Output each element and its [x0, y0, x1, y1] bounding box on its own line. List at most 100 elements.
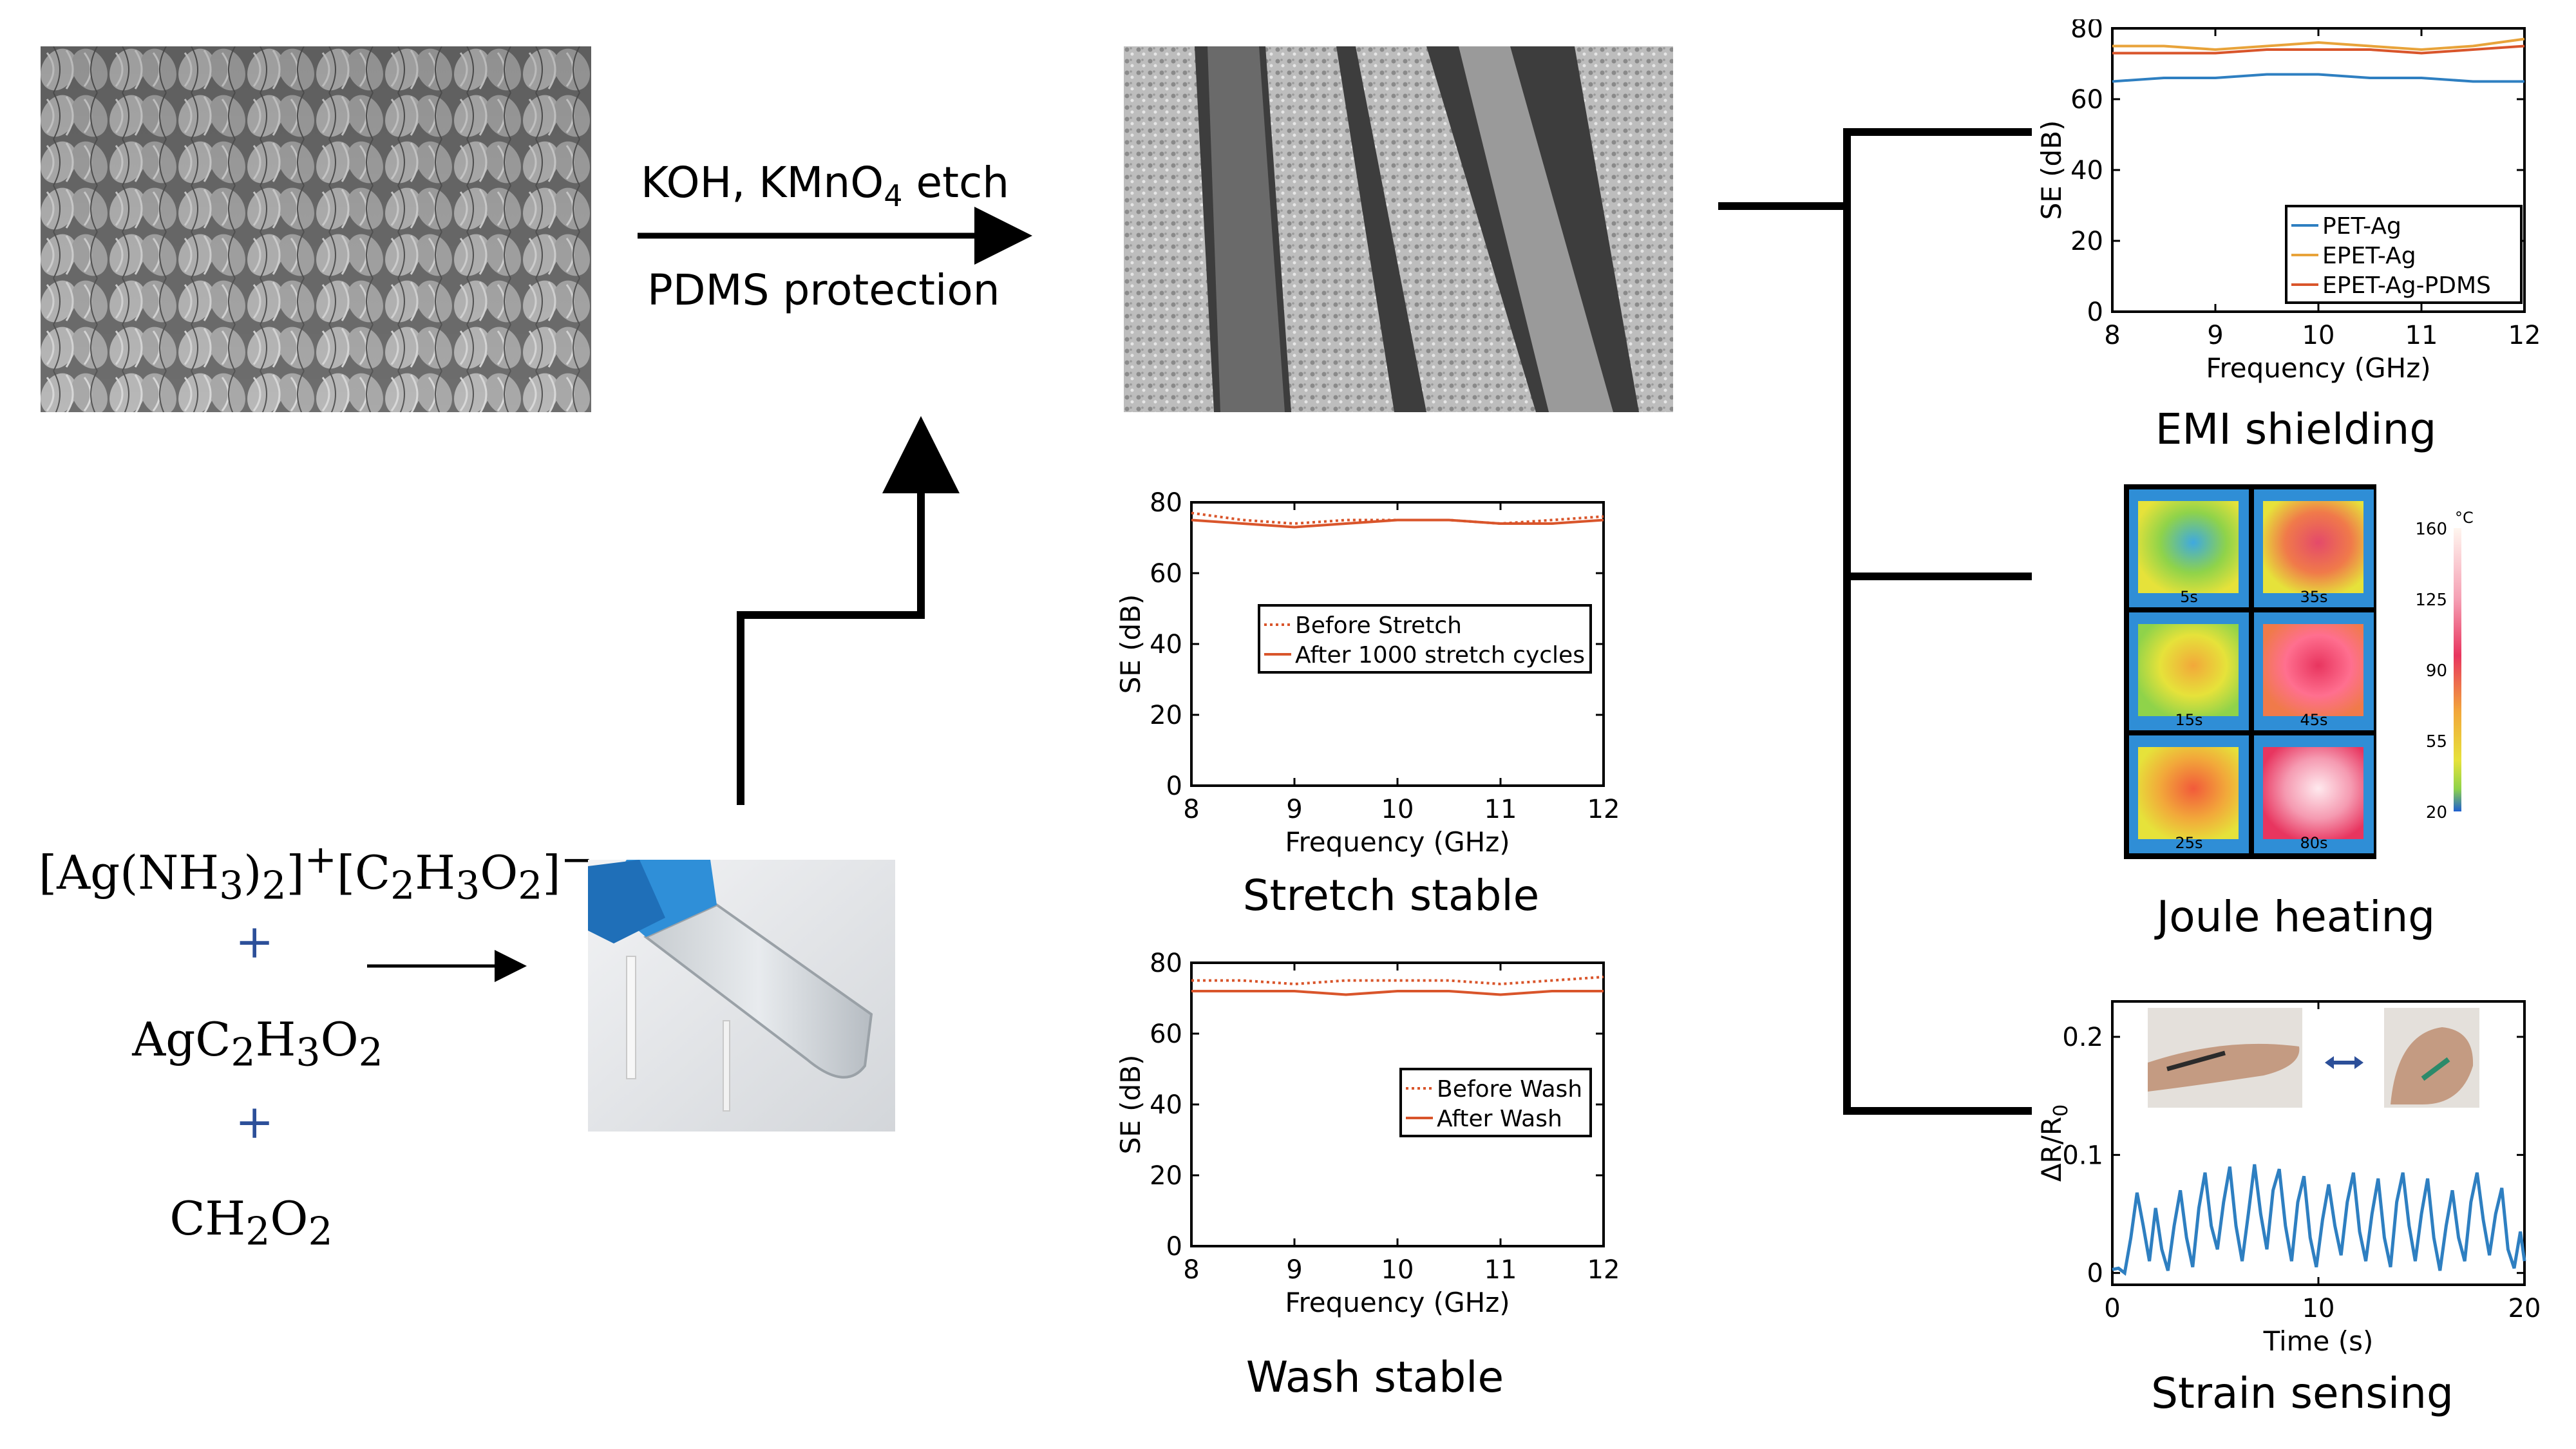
y-tick-label: 60	[1150, 1019, 1182, 1049]
x-tick-label: 8	[2104, 321, 2120, 350]
x-tick-label: 11	[2405, 321, 2438, 350]
x-tick-label: 10	[2302, 1294, 2335, 1323]
x-tick-label: 10	[2302, 321, 2335, 350]
thermal-frame-hotspot	[2138, 747, 2239, 839]
thermal-image-grid: 5s 35s 15s 45s 25s 80s	[2124, 484, 2376, 859]
legend-label: PET-Ag	[2322, 213, 2401, 240]
thermal-frames: 5s 35s 15s 45s 25s 80s	[2129, 489, 2374, 853]
x-tick-label: 9	[1286, 795, 1302, 824]
caption-stretch-stable: Stretch stable	[1242, 871, 1540, 920]
series-line-after-wash	[1191, 990, 1604, 996]
thermal-frame-hotspot	[2138, 501, 2239, 593]
x-axis-label: Frequency (GHz)	[1285, 826, 1510, 858]
legend-box	[2285, 205, 2523, 304]
y-tick-label: 0	[2087, 1259, 2103, 1289]
y-tick-label: 20	[2070, 227, 2103, 256]
y-tick-label: 0	[1166, 1232, 1182, 1262]
y-tick-label: 60	[2070, 85, 2103, 115]
series-line-signal	[2112, 1164, 2526, 1276]
x-tick-label: 11	[1484, 795, 1517, 824]
series-line-before-stretch	[1191, 511, 1604, 526]
series-line-epet-ag-pdms	[2112, 44, 2525, 55]
y-tick-label: 40	[2070, 156, 2103, 185]
series-line-epet-ag	[2112, 37, 2525, 52]
thermal-frame-hotspot	[2263, 624, 2363, 716]
x-tick-label: 10	[1381, 1255, 1414, 1285]
legend-box	[1258, 604, 1592, 674]
y-tick-label: 20	[1150, 701, 1182, 730]
thermal-frame-time: 80s	[2300, 834, 2327, 852]
thermal-frame-hotspot	[2263, 747, 2363, 839]
sem-etched-fiber-image	[1124, 46, 1673, 412]
series-line-before-wash	[1191, 976, 1604, 986]
legend-label: EPET-Ag-PDMS	[2322, 272, 2491, 299]
x-tick-label: 12	[1587, 795, 1620, 824]
vial-illustration	[588, 860, 895, 1132]
y-tick-label: 60	[1150, 559, 1182, 589]
thermal-scale-bar	[2454, 528, 2461, 811]
legend-label: After 1000 stretch cycles	[1295, 642, 1585, 668]
sem-knit-fabric-image	[41, 46, 591, 412]
formula-silver-acetate: AgC2H3O2	[132, 1012, 383, 1075]
thermal-frame-hotspot	[2263, 501, 2363, 593]
legend-box	[1399, 1068, 1592, 1137]
thermal-frame-time: 45s	[2300, 711, 2327, 729]
thermal-scale-unit: °C	[2455, 509, 2474, 527]
thermal-frame-hotspot	[2138, 624, 2239, 716]
vial-photo	[588, 860, 895, 1132]
thermal-scale-label: 90	[2426, 661, 2447, 681]
series-line-after-1000-stretch-cycles	[1191, 518, 1604, 529]
thermal-frame-time: 15s	[2175, 711, 2202, 729]
finger-straight-photo	[2148, 1008, 2302, 1108]
y-axis-label: ΔR/R0	[2036, 1104, 2072, 1182]
thermal-scale-label: 125	[2415, 591, 2447, 610]
sem-knit-texture	[41, 46, 591, 412]
thermal-scale-label: 20	[2426, 803, 2447, 822]
x-tick-label: 8	[1183, 1255, 1199, 1285]
finger-bent-photo	[2384, 1008, 2479, 1108]
y-tick-label: 0.2	[2062, 1023, 2103, 1052]
y-axis-label: SE (dB)	[2036, 120, 2067, 220]
y-tick-label: 0.1	[2062, 1141, 2103, 1170]
thermal-frame-time: 5s	[2180, 588, 2198, 606]
x-tick-label: 12	[1587, 1255, 1620, 1285]
legend-label: Before Stretch	[1295, 612, 1462, 639]
x-tick-label: 12	[2508, 321, 2541, 350]
y-tick-label: 20	[1150, 1161, 1182, 1191]
wash-stable-chart: 8 9 10 11 12 0 20 40 60 80 Frequency (GHz) SE (dB) B…	[1115, 950, 1620, 1318]
y-tick-label: 40	[1150, 1090, 1182, 1120]
caption-strain-sensing: Strain sensing	[2151, 1368, 2454, 1418]
thermal-color-scale: °C 160 125 90 55 20	[2415, 509, 2474, 822]
y-tick-label: 80	[1150, 489, 1182, 518]
y-axis-label: SE (dB)	[1115, 1055, 1146, 1155]
y-tick-label: 80	[2070, 19, 2103, 44]
x-tick-label: 10	[1381, 795, 1414, 824]
thermal-scale-label: 55	[2426, 732, 2447, 752]
legend-label: EPET-Ag	[2322, 243, 2416, 269]
thermal-scale-label: 160	[2415, 520, 2447, 539]
sem-fiber-texture	[1124, 46, 1673, 412]
bidirectional-arrow-icon	[2325, 1056, 2363, 1069]
x-tick-label: 9	[2207, 321, 2223, 350]
x-axis-label: Time (s)	[2263, 1325, 2374, 1357]
finger-straight-shape	[2148, 1008, 2302, 1108]
x-axis-label: Frequency (GHz)	[2206, 352, 2430, 384]
y-tick-label: 0	[2087, 298, 2103, 327]
step-arrow	[737, 416, 960, 805]
x-tick-label: 9	[1286, 1255, 1302, 1285]
caption-wash-stable: Wash stable	[1245, 1352, 1504, 1402]
y-axis-label: SE (dB)	[1115, 594, 1146, 694]
emi-shielding-chart: 8 9 10 11 12 0 20 40 60 80 Frequency (GHz) SE (dB) P…	[2036, 19, 2541, 384]
thermal-frame-time: 25s	[2175, 834, 2202, 852]
x-tick-label: 8	[1183, 795, 1199, 824]
finger-bent-shape	[2384, 1008, 2479, 1108]
plus-sign-2: +	[235, 1095, 274, 1149]
plus-sign-1: +	[235, 914, 274, 969]
legend-label: After Wash	[1437, 1106, 1562, 1132]
x-tick-label: 0	[2104, 1294, 2120, 1323]
y-tick-label: 80	[1150, 950, 1182, 978]
formula-formic-acid: CH2O2	[169, 1191, 333, 1255]
protection-label: PDMS protection	[647, 265, 1000, 315]
stretch-stable-chart: 8 9 10 11 12 0 20 40 60 80 Frequency (GHz) SE (dB) B…	[1115, 489, 1620, 858]
